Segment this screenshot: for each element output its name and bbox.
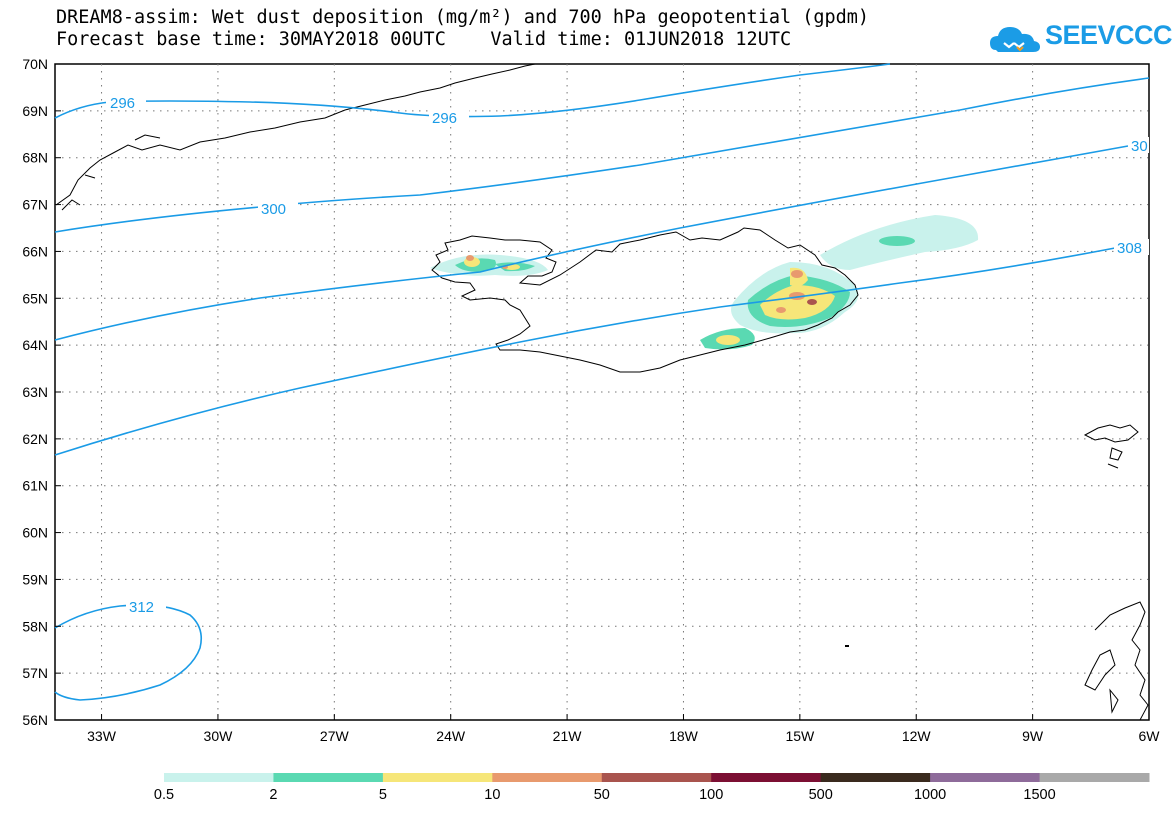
contour-308: [54, 247, 1116, 456]
lat-label: 58N: [22, 618, 48, 634]
lat-label: 61N: [22, 478, 48, 494]
colorbar-label: 100: [699, 787, 723, 803]
lon-label: 33W: [87, 728, 117, 744]
lat-label: 59N: [22, 571, 48, 587]
contour-296: [54, 63, 891, 119]
lon-label: 18W: [669, 728, 699, 744]
contour-label-30: 30: [1131, 138, 1148, 155]
colorbar: 0.5 2 5 10 50 100 500 1000 1500: [154, 773, 1150, 803]
colorbar-swatch: [273, 773, 384, 782]
contour-304: [54, 145, 1129, 341]
geopotential-contours: 296 296 300 30 308 312: [54, 63, 1150, 701]
colorbar-label: 500: [809, 787, 833, 803]
lat-label: 67N: [22, 197, 48, 213]
lat-label: 68N: [22, 150, 48, 166]
colorbar-swatch: [492, 773, 603, 782]
graticule: [55, 64, 1149, 720]
contour-label-296a: 296: [110, 95, 135, 112]
lat-label: 63N: [22, 384, 48, 400]
colorbar-label: 1000: [914, 787, 946, 803]
colorbar-swatch: [930, 773, 1041, 782]
map-subtitle: Forecast base time: 30MAY2018 00UTC Vali…: [56, 29, 792, 50]
greenland-coast: [55, 63, 536, 211]
lat-label: 64N: [22, 337, 48, 353]
colorbar-label: 2: [269, 787, 277, 803]
lat-label: 69N: [22, 103, 48, 119]
lon-label: 15W: [785, 728, 815, 744]
colorbar-swatch: [711, 773, 822, 782]
lon-label: 9W: [1022, 728, 1044, 744]
faroe-islands: [1083, 424, 1139, 469]
lon-label: 6W: [1139, 728, 1161, 744]
lat-label: 56N: [22, 712, 48, 728]
colorbar-label: 1500: [1023, 787, 1055, 803]
contour-label-296b: 296: [432, 110, 457, 127]
lat-label: 70N: [22, 56, 48, 72]
contour-300: [54, 77, 1150, 233]
lon-label: 12W: [902, 728, 932, 744]
contour-label-312: 312: [129, 599, 154, 616]
colorbar-swatch: [601, 773, 712, 782]
latitude-labels: 70N 69N 68N 67N 66N 65N 64N 63N 62N 61N 60N 59N 58N 5…: [22, 56, 61, 728]
colorbar-swatch: [164, 773, 274, 782]
longitude-labels: 33W 30W 27W 24W 21W 18W 15W 12W 9W 6W: [87, 714, 1160, 744]
contour-label-308: 308: [1117, 240, 1142, 257]
lon-label: 30W: [204, 728, 234, 744]
lat-label: 65N: [22, 290, 48, 306]
lat-label: 57N: [22, 665, 48, 681]
lon-label: 24W: [436, 728, 466, 744]
colorbar-swatch: [820, 773, 931, 782]
contour-label-300: 300: [261, 201, 286, 218]
colorbar-label: 0.5: [154, 787, 174, 803]
scotland-coast: [1084, 601, 1149, 721]
lat-label: 66N: [22, 243, 48, 259]
lat-label: 62N: [22, 431, 48, 447]
lat-label: 60N: [22, 525, 48, 541]
seevccc-logo: [990, 27, 1040, 52]
colorbar-label: 10: [484, 787, 500, 803]
contour-312: [54, 604, 203, 701]
coastlines: [55, 63, 1149, 721]
lon-label: 27W: [320, 728, 350, 744]
seevccc-logo-text: SEEVCCC: [1045, 20, 1173, 50]
colorbar-label: 5: [379, 787, 387, 803]
iceland-coast: [431, 227, 859, 373]
map-title: DREAM8-assim: Wet dust deposition (mg/m²…: [56, 7, 870, 28]
colorbar-swatch: [1039, 773, 1150, 782]
wet-dust-deposition-field: [430, 215, 979, 350]
lon-label: 21W: [553, 728, 583, 744]
colorbar-label: 50: [594, 787, 610, 803]
colorbar-swatch: [382, 773, 493, 782]
